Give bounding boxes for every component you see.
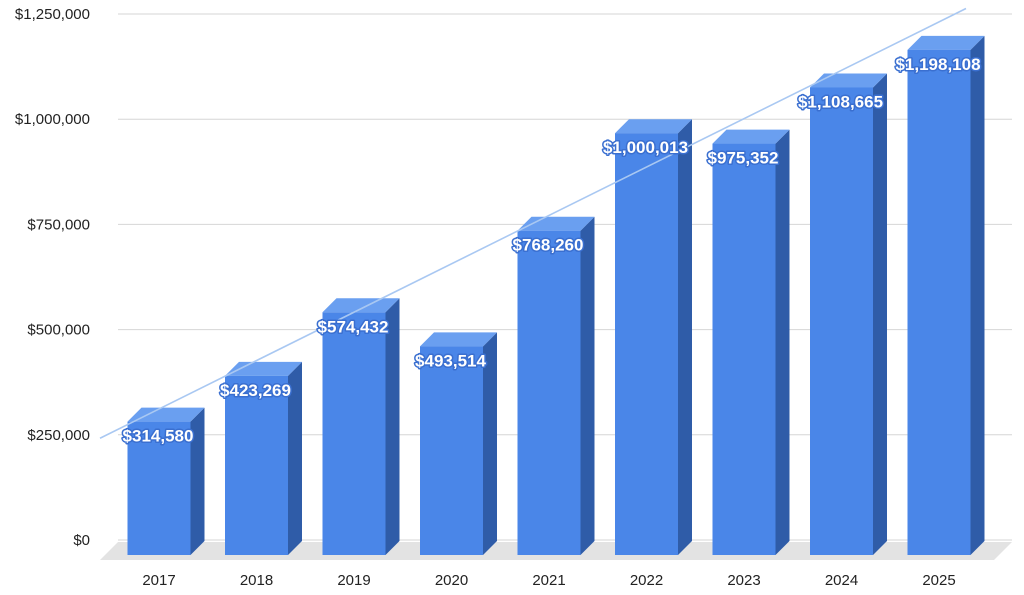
bar-top-face	[712, 129, 790, 144]
data-label: $423,269	[220, 381, 291, 400]
x-axis-tick-labels: 2017 2018 2019 2020 2021 2022 2023 2024 2025	[142, 572, 955, 589]
y-axis-tick-labels: $0 $250,000 $500,000 $750,000 $1,000,000 $1,2…	[15, 6, 90, 549]
bar-front-face	[322, 312, 386, 555]
bar-front-face	[517, 230, 581, 555]
data-label: $768,260	[513, 236, 584, 255]
x-tick-label: 2020	[435, 572, 468, 589]
bar-front-face	[420, 346, 483, 555]
bar-side-face	[385, 298, 400, 555]
bar-side-face	[190, 407, 205, 555]
x-tick-label: 2023	[727, 572, 760, 589]
bar-top-face	[420, 332, 497, 347]
y-tick-label: $250,000	[27, 427, 90, 444]
y-tick-label: $0	[73, 532, 90, 549]
data-labels: $314,580 $423,269 $574,432 $493,514 $768,260…	[121, 53, 982, 447]
bar	[225, 361, 302, 555]
y-tick-label: $1,250,000	[15, 6, 90, 23]
bar-side-face	[775, 129, 790, 555]
y-tick-label: $1,000,000	[15, 111, 90, 128]
x-tick-label: 2024	[825, 572, 858, 589]
bar-front-face	[810, 87, 873, 556]
x-tick-label: 2021	[532, 572, 565, 589]
bar-top-face	[615, 119, 692, 134]
data-label: $314,580	[123, 427, 194, 446]
bar-side-face	[970, 35, 985, 555]
trendline	[99, 7, 967, 439]
data-label: $1,000,013	[603, 138, 688, 157]
bar	[712, 129, 790, 555]
x-tick-label: 2017	[142, 572, 175, 589]
bar-top-face	[225, 361, 302, 376]
y-tick-label: $500,000	[27, 322, 90, 339]
bar	[127, 407, 205, 555]
bar	[810, 73, 887, 556]
data-label: $493,514	[415, 351, 486, 370]
bar-side-face	[873, 73, 887, 556]
bar	[420, 332, 497, 555]
x-tick-label: 2019	[337, 572, 370, 589]
x-tick-label: 2022	[630, 572, 663, 589]
data-label: $1,198,108	[895, 55, 980, 74]
data-label: $975,352	[708, 149, 779, 168]
bar-front-face	[615, 133, 678, 556]
bar	[322, 298, 400, 555]
bar-front-face	[127, 421, 191, 555]
trendline-group	[99, 7, 967, 439]
bar-front-face	[907, 49, 971, 556]
bar	[907, 35, 985, 556]
bar-front-face	[225, 375, 288, 555]
bar-front-face	[712, 143, 776, 555]
bar-top-face	[127, 407, 205, 422]
bar	[517, 216, 595, 555]
bars	[127, 35, 985, 556]
bar-top-face	[517, 216, 595, 231]
bar-side-face	[483, 332, 497, 555]
x-tick-label: 2018	[240, 572, 273, 589]
data-label: $1,108,665	[798, 92, 883, 111]
bar-side-face	[580, 216, 595, 555]
bar-side-face	[288, 361, 302, 555]
bar-side-face	[678, 119, 692, 556]
bar	[615, 119, 692, 556]
bar-top-face	[322, 298, 400, 313]
y-tick-label: $750,000	[27, 216, 90, 233]
bar-top-face	[907, 35, 985, 50]
x-tick-label: 2025	[922, 572, 955, 589]
data-label: $574,432	[318, 317, 389, 336]
